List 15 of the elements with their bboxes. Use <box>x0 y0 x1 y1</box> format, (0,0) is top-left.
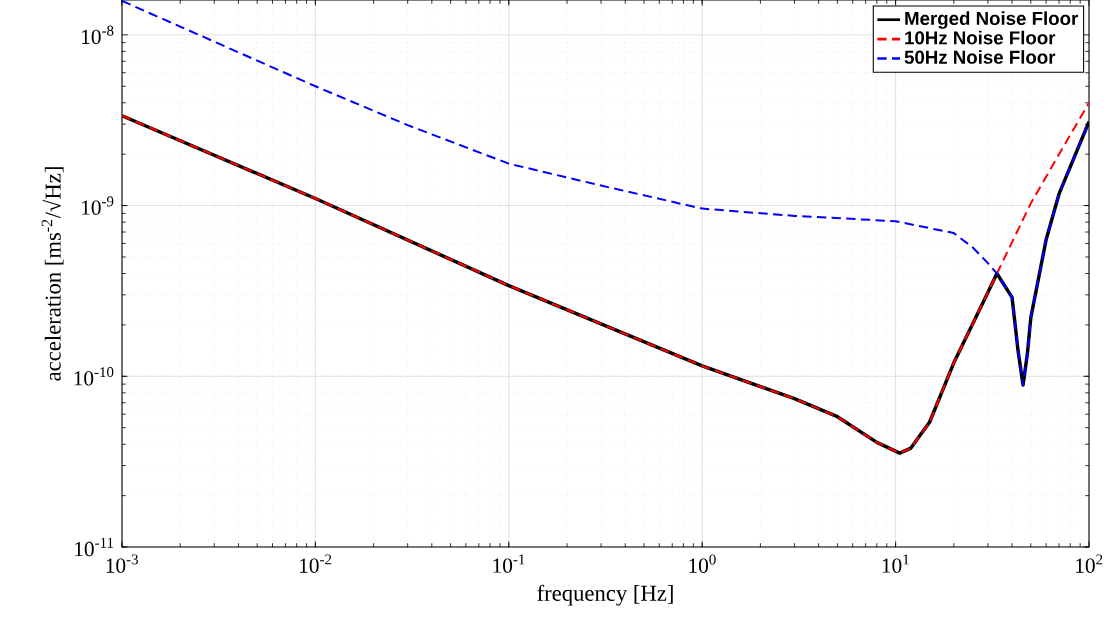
legend-label: 10Hz Noise Floor <box>905 30 1056 45</box>
y-tick-label: 10$^{-10}$ <box>74 367 114 386</box>
x-tick-label: 10$^{-3}$ <box>106 554 138 573</box>
legend-label: 50Hz Noise Floor <box>904 50 1056 64</box>
y-tick-label: 10$^{-9}$ <box>82 196 114 215</box>
legend-label: Merged Noise Floor <box>905 11 1079 29</box>
x-axis-title: frequency [Hz] <box>537 584 673 606</box>
x-tick-label: 10$^{-1}$ <box>493 554 525 573</box>
y-tick-label: 10$^{-11}$ <box>75 537 114 557</box>
x-tick-label: 10$^{1}$ <box>882 554 909 573</box>
y-axis-title: acceleration [ms$^{-2}$/√Hz] <box>41 167 64 381</box>
y-tick-label: 10$^{-8}$ <box>82 25 114 45</box>
x-tick-label: 10$^{2}$ <box>1076 554 1103 573</box>
x-tick-label: 10$^{-2}$ <box>300 554 332 573</box>
x-tick-label: 10$^{0}$ <box>689 554 716 573</box>
